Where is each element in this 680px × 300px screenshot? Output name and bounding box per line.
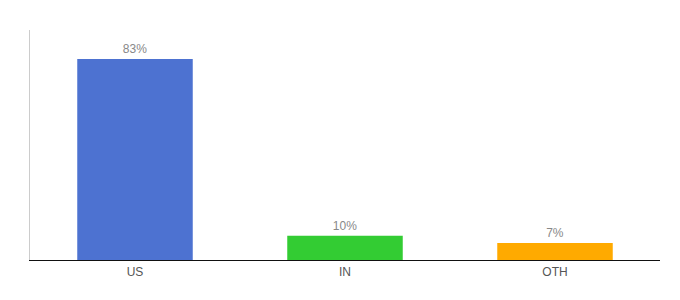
svg-text:OTH: OTH: [542, 265, 567, 279]
svg-text:7%: 7%: [546, 226, 564, 240]
svg-text:US: US: [127, 265, 144, 279]
svg-text:10%: 10%: [333, 219, 357, 233]
svg-text:83%: 83%: [123, 42, 147, 56]
svg-text:IN: IN: [339, 265, 351, 279]
